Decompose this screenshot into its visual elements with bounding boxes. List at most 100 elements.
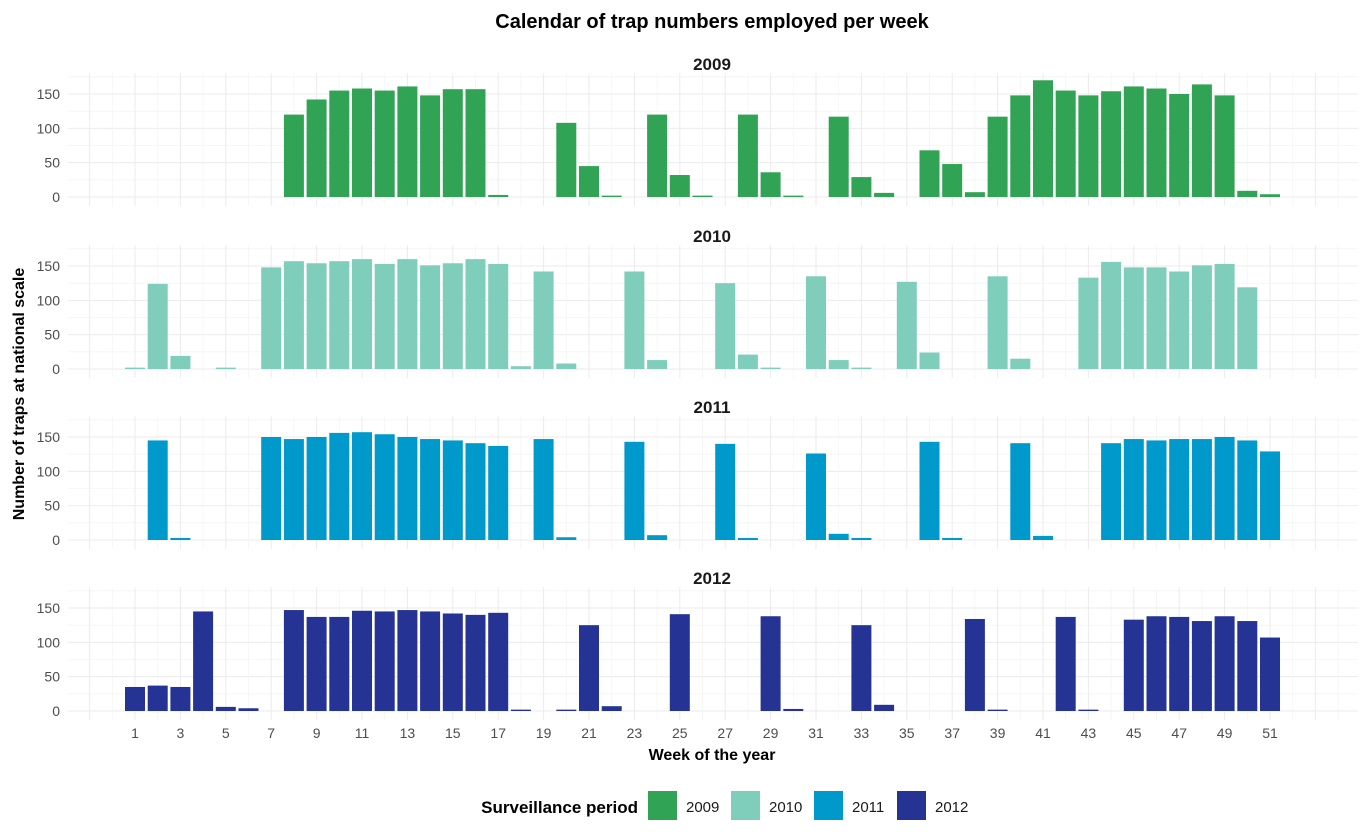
bar [147,685,168,711]
bar [1078,709,1099,711]
bar [1123,439,1144,540]
bar [488,194,509,197]
bar [1146,88,1167,197]
bar [806,276,826,369]
bar [1101,443,1122,540]
bar [715,443,736,540]
bar [374,434,395,540]
facet-panel-2009: 2009 0 50 100 150 [37,55,1358,206]
bar [964,618,985,711]
y-tick-label: 100 [37,120,61,136]
bar [1101,261,1122,369]
legend: Surveillance period 2009 2010 2011 2012 [481,791,968,820]
bar [556,122,577,197]
bar [329,261,350,369]
bar [942,164,963,197]
bar [1237,621,1258,711]
bar [352,259,372,369]
bar [374,611,395,711]
bar [352,88,372,197]
bar [125,367,145,369]
bar [851,177,872,197]
legend-item-2011: 2011 [814,791,884,820]
bar [556,709,577,711]
y-tick-label: 150 [37,429,61,445]
bar [1010,358,1031,369]
y-tick-label: 100 [37,292,61,308]
bar [1010,95,1031,197]
y-tick-label: 50 [44,155,60,171]
bar [760,616,781,711]
bar [556,537,577,540]
y-axis-label: Number of traps at national scale [11,268,28,521]
bar [851,367,872,369]
bar [510,709,531,711]
x-tick-label: 37 [944,725,960,741]
bar [579,166,599,197]
x-axis: 1 3 5 7 9 11 13 15 17 19 21 23 25 27 29 31 33 35 37 39 41 43 4… [131,725,1278,741]
bar [442,440,463,540]
bar [1214,616,1235,711]
facet-panel-2012: 2012 0 50 100 150 [37,569,1358,720]
x-tick-label: 25 [672,725,688,741]
bar [851,537,872,540]
bar [1101,91,1122,197]
legend-label: 2011 [852,799,884,816]
bar [1078,95,1099,197]
bar [624,441,645,540]
bar [352,610,372,711]
bar [442,263,463,369]
x-tick-label: 51 [1262,725,1278,741]
bar [737,537,758,540]
x-tick-label: 13 [400,725,416,741]
bar [1169,94,1190,197]
bar [1033,535,1053,540]
x-tick-label: 3 [177,725,185,741]
y-tick-label: 0 [52,532,60,548]
bar [420,265,441,369]
bar [261,437,282,540]
y-tick-label: 50 [44,669,60,685]
bar [987,276,1008,369]
bar [692,195,713,197]
bar [1010,443,1031,540]
bar [1146,440,1167,540]
bar [624,271,645,369]
legend-swatch [814,791,843,820]
bar [737,114,758,197]
facet-title: 2011 [694,398,731,417]
bar [1123,267,1144,369]
bar [374,90,395,197]
bar-series-2009 [283,80,1280,197]
y-tick-label: 150 [37,600,61,616]
x-tick-label: 19 [536,725,552,741]
x-tick-label: 47 [1171,725,1187,741]
bar [215,367,236,369]
bar [283,114,304,197]
bar [510,366,531,369]
bar [783,708,804,711]
bar [556,363,577,369]
legend-swatch [731,791,760,820]
bar [420,439,441,540]
x-tick-label: 39 [990,725,1006,741]
bar [420,95,441,197]
bar [828,360,849,369]
bar [465,259,486,369]
chart-title: Calendar of trap numbers employed per we… [495,11,929,33]
x-tick-label: 29 [763,725,779,741]
bar [1237,287,1258,369]
x-tick-label: 27 [717,725,733,741]
bar [1146,267,1167,369]
bar [919,150,940,197]
bar [397,437,418,540]
bar [737,354,758,369]
legend-item-2009: 2009 [648,791,719,820]
bar [170,355,191,369]
bar [669,614,690,711]
bar [715,283,736,369]
bar-series-2012 [125,610,1280,711]
bar [1055,616,1076,711]
bar [579,625,599,711]
x-tick-label: 21 [581,725,597,741]
